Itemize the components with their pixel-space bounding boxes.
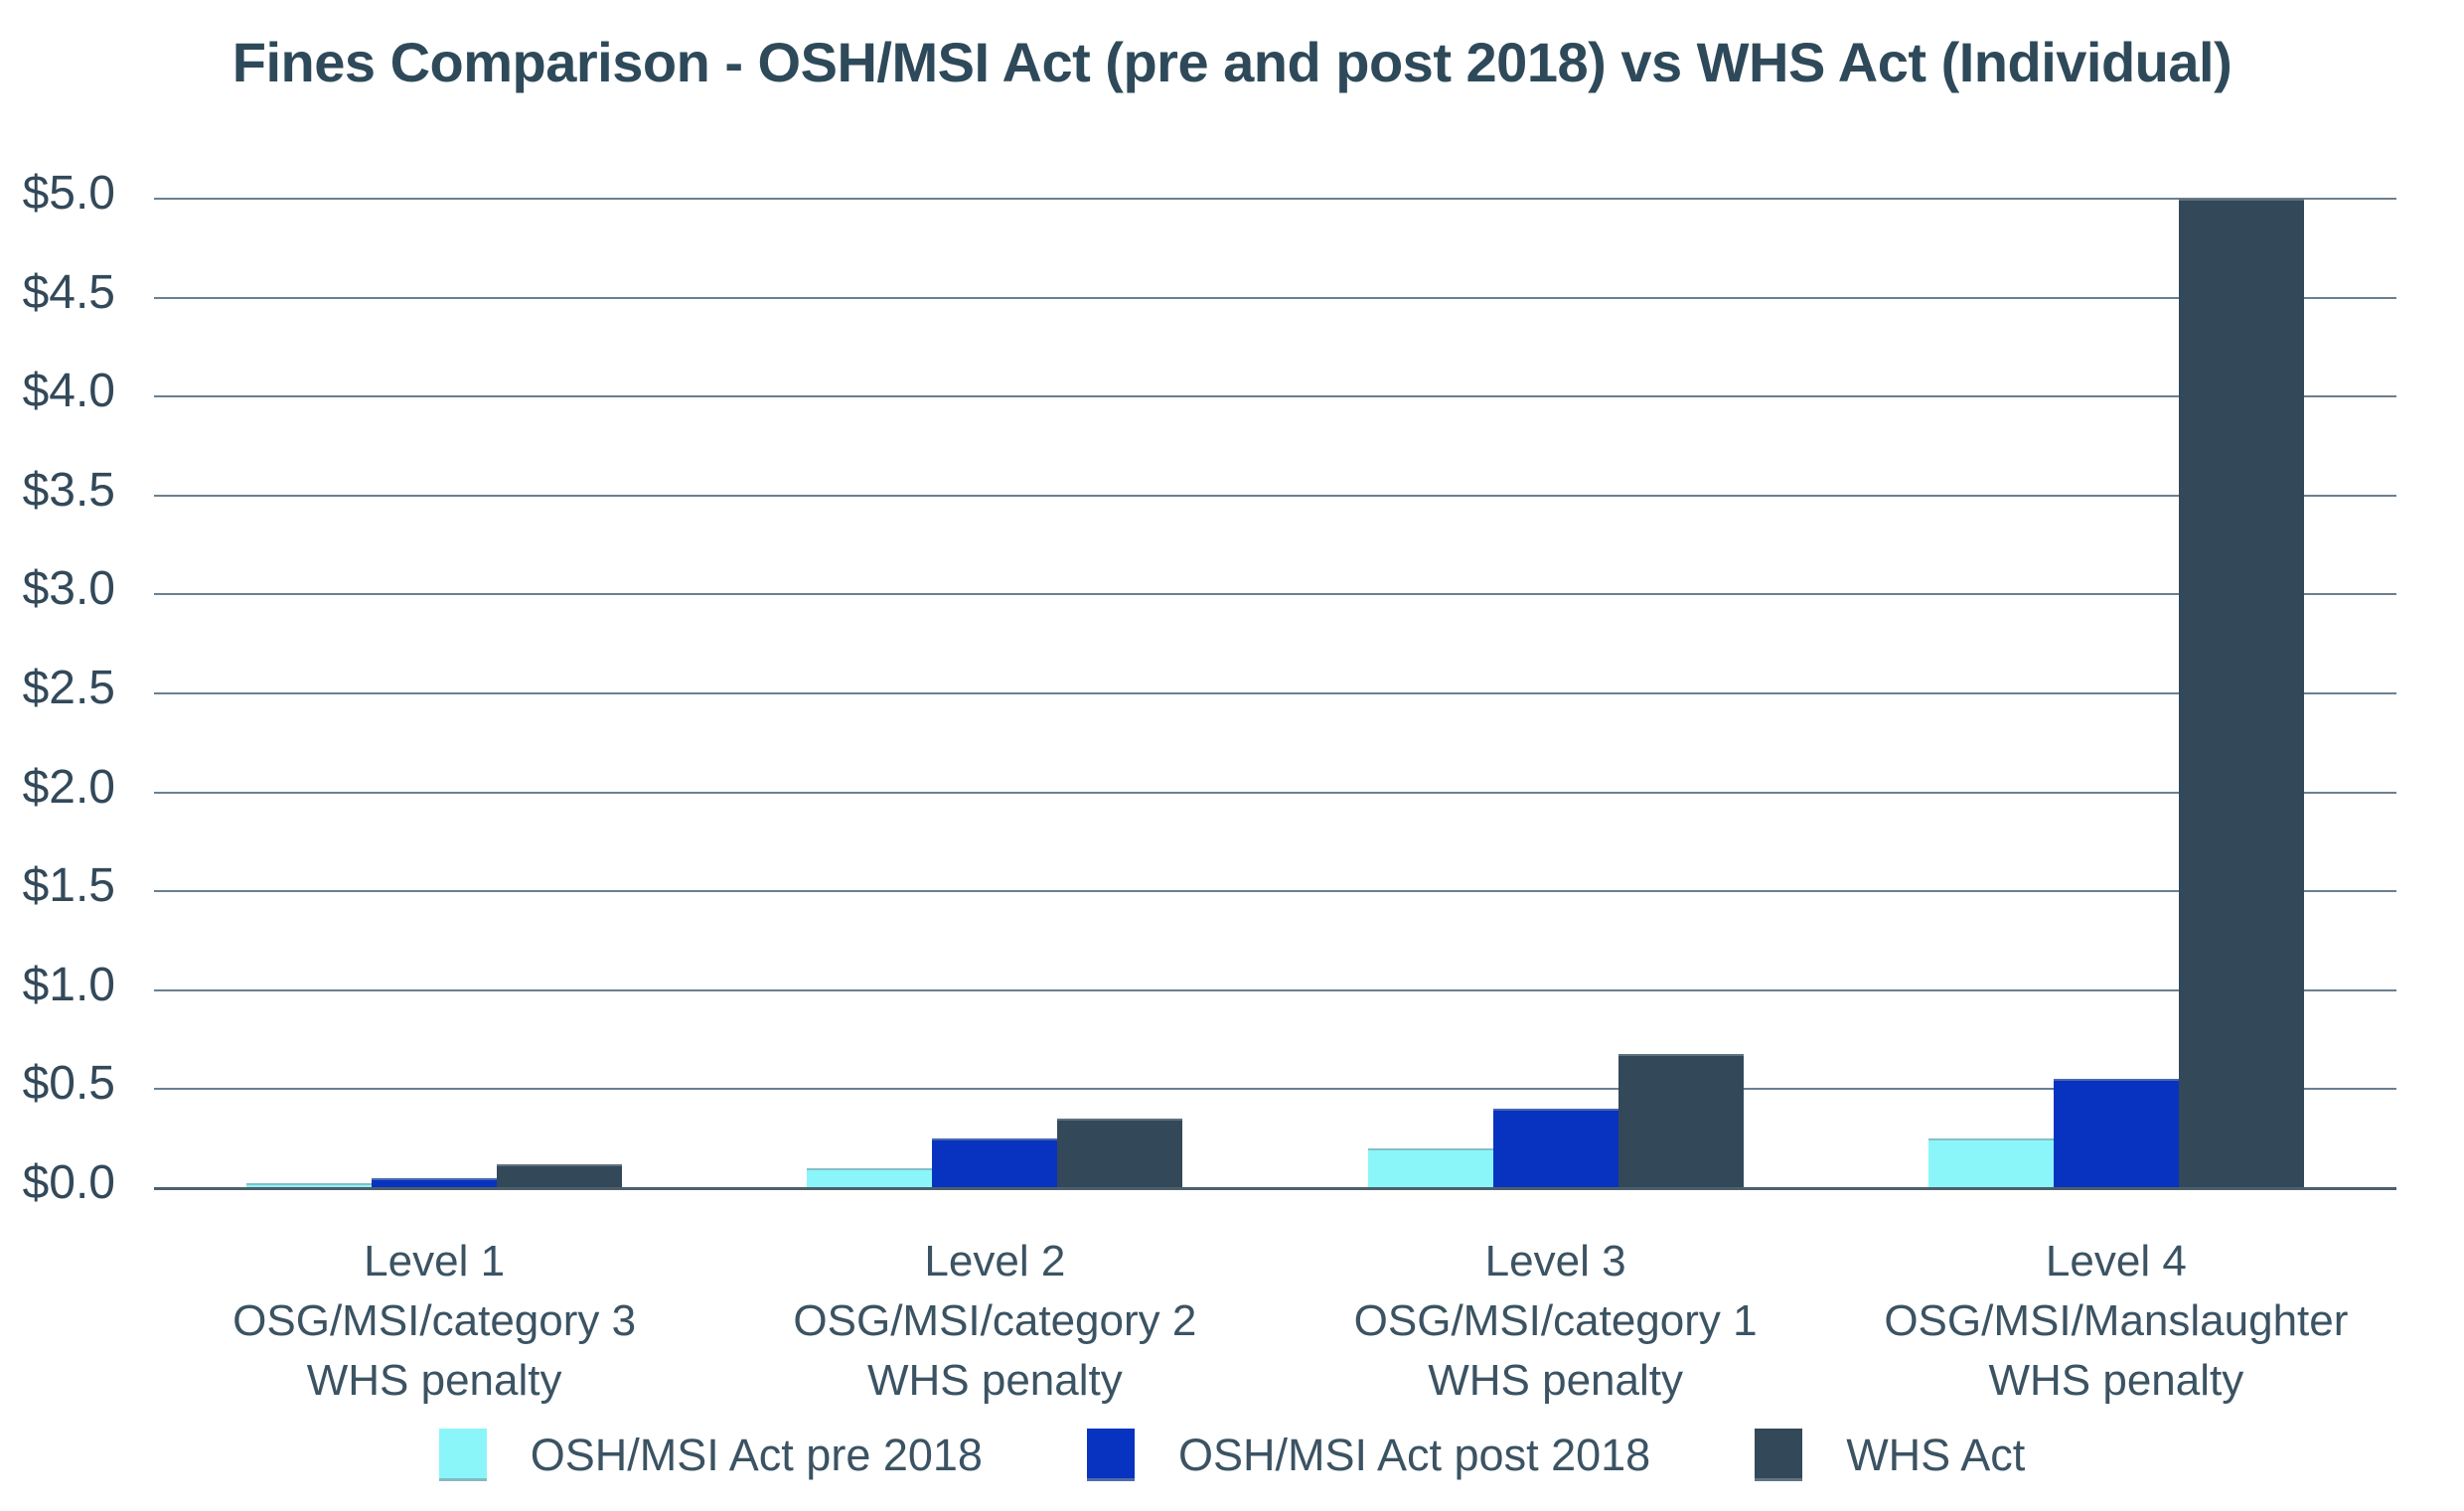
y-axis-tick-label: $4.5 bbox=[22, 265, 115, 319]
x-axis-label-line: OSG/MSI/category 1 bbox=[1353, 1296, 1758, 1345]
plot-area bbox=[154, 198, 2396, 1190]
x-axis-baseline bbox=[154, 1187, 2396, 1190]
x-axis-label-line: Level 2 bbox=[924, 1237, 1066, 1285]
bar-series-0-group-2 bbox=[1367, 1148, 1493, 1188]
bar-series-0-group-1 bbox=[807, 1168, 933, 1188]
x-axis-labels: Level 1 OSG/MSI/category 3 WHS penalty Leve… bbox=[154, 1232, 2396, 1411]
x-axis-label-line: WHS penalty bbox=[1428, 1356, 1683, 1405]
y-axis-tick-label: $5.0 bbox=[22, 167, 115, 220]
legend-item: WHS Act bbox=[1755, 1429, 2025, 1481]
bar-series-2-group-1 bbox=[1057, 1119, 1183, 1188]
gridline bbox=[154, 890, 2396, 893]
bar-series-2-group-0 bbox=[497, 1164, 623, 1188]
x-axis-label-line: OSG/MSI/category 2 bbox=[793, 1296, 1197, 1345]
legend-label: WHS Act bbox=[1846, 1429, 2026, 1480]
y-axis-tick-label: $1.0 bbox=[22, 958, 115, 1011]
x-axis-label-line: Level 3 bbox=[1484, 1237, 1626, 1285]
gridline bbox=[154, 395, 2396, 398]
chart-title: Fines Comparison - OSH/MSI Act (pre and … bbox=[231, 31, 2233, 93]
bar-group bbox=[1836, 199, 2396, 1188]
legend-item: OSH/MSI Act post 2018 bbox=[1086, 1429, 1651, 1481]
x-axis-label-line: WHS penalty bbox=[306, 1356, 562, 1405]
gridline bbox=[154, 494, 2396, 497]
gridline bbox=[154, 593, 2396, 596]
bar-group bbox=[714, 199, 1275, 1188]
legend-label: OSH/MSI Act pre 2018 bbox=[530, 1429, 983, 1480]
legend-swatch-icon bbox=[1086, 1429, 1135, 1481]
x-axis-label-line: WHS penalty bbox=[866, 1356, 1123, 1405]
bar-group bbox=[154, 199, 714, 1188]
y-axis-tick-label: $3.5 bbox=[22, 463, 115, 517]
x-axis-label-line: OSG/MSI/Manslaughter bbox=[1884, 1296, 2349, 1345]
gridline bbox=[154, 988, 2396, 991]
bar-series-1-group-0 bbox=[372, 1178, 498, 1188]
y-axis-tick-label: $2.0 bbox=[22, 760, 115, 814]
x-axis-category-label: Level 4 OSG/MSI/Manslaughter WHS penalty bbox=[1836, 1232, 2396, 1411]
x-axis-category-label: Level 2 OSG/MSI/category 2 WHS penalty bbox=[714, 1232, 1275, 1411]
gridline bbox=[154, 198, 2396, 200]
x-axis-label-line: Level 1 bbox=[364, 1237, 506, 1285]
x-axis-label-line: WHS penalty bbox=[1988, 1356, 2244, 1405]
bar-series-1-group-1 bbox=[932, 1138, 1058, 1188]
bar-series-2-group-2 bbox=[1617, 1053, 1744, 1188]
bar-series-1-group-2 bbox=[1492, 1109, 1618, 1188]
gridline bbox=[154, 791, 2396, 794]
bar-series-2-group-3 bbox=[2178, 199, 2304, 1188]
legend: OSH/MSI Act pre 2018 OSH/MSI Act post 201… bbox=[0, 1429, 2464, 1481]
legend-swatch-icon bbox=[1755, 1429, 1803, 1481]
bar-series-1-group-3 bbox=[2053, 1079, 2179, 1188]
y-axis-tick-label: $4.0 bbox=[22, 365, 115, 418]
y-axis-tick-label: $2.5 bbox=[22, 662, 115, 714]
gridline bbox=[154, 692, 2396, 694]
legend-swatch-icon bbox=[438, 1429, 487, 1481]
x-axis-category-label: Level 3 OSG/MSI/category 1 WHS penalty bbox=[1276, 1232, 1836, 1411]
bar-series-0-group-3 bbox=[1927, 1138, 2054, 1188]
gridline bbox=[154, 1088, 2396, 1091]
bar-series-0-group-0 bbox=[246, 1183, 373, 1188]
x-axis-label-line: OSG/MSI/category 3 bbox=[232, 1296, 637, 1345]
x-axis-label-line: Level 4 bbox=[2045, 1237, 2187, 1285]
legend-item: OSH/MSI Act pre 2018 bbox=[438, 1429, 983, 1481]
bar-group bbox=[1276, 199, 1836, 1188]
y-axis-tick-label: $0.5 bbox=[22, 1057, 115, 1111]
y-axis-tick-label: $0.0 bbox=[22, 1156, 115, 1209]
y-axis-tick-label: $1.5 bbox=[22, 859, 115, 913]
y-axis-tick-label: $3.0 bbox=[22, 562, 115, 616]
x-axis-category-label: Level 1 OSG/MSI/category 3 WHS penalty bbox=[154, 1232, 714, 1411]
legend-label: OSH/MSI Act post 2018 bbox=[1177, 1429, 1651, 1480]
gridline bbox=[154, 296, 2396, 299]
y-axis: $0.0 $0.5 $1.0 $1.5 $2.0 $2.5 $3.0 $3.5 $4.0 $4.5… bbox=[0, 167, 119, 1209]
